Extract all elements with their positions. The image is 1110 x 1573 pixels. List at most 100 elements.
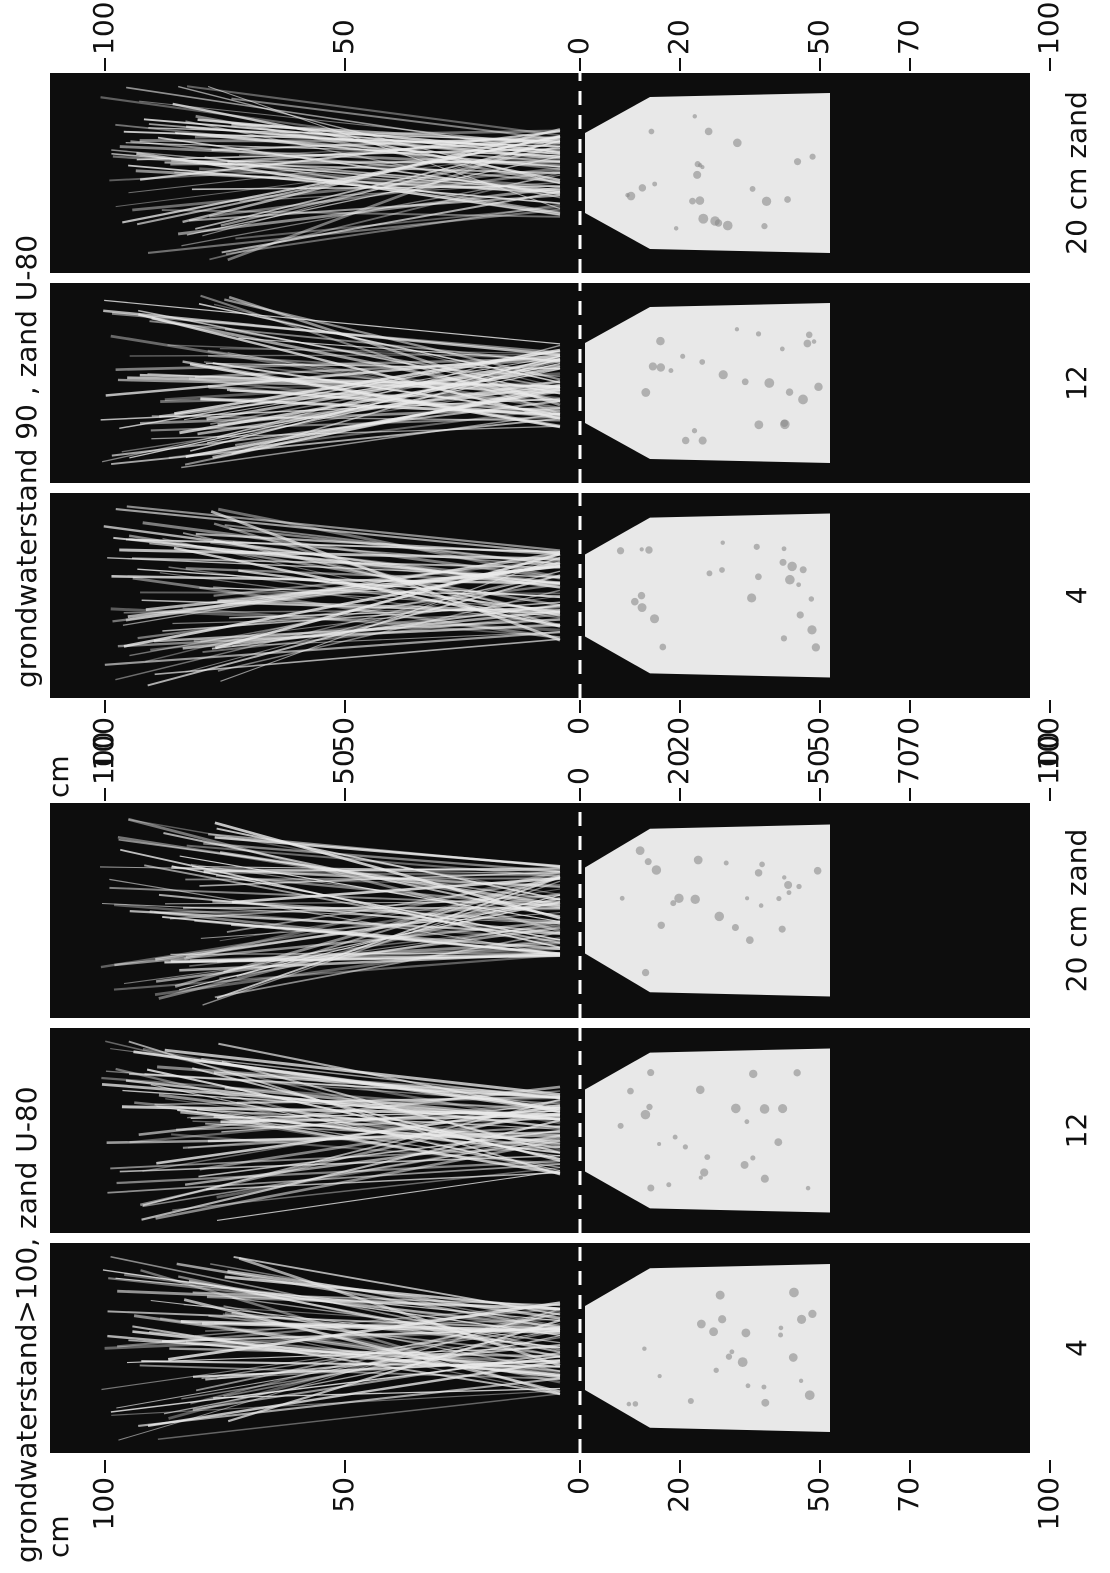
soil-speck (632, 1401, 639, 1407)
shoot (192, 1291, 561, 1307)
soil-speck (652, 181, 658, 187)
shoot (235, 206, 561, 240)
shoot (100, 96, 561, 162)
soil-speck (759, 1104, 770, 1114)
soil-speck (649, 614, 660, 624)
axis-label: 100 (87, 1477, 120, 1530)
shoot (158, 896, 561, 1000)
soil-speck (780, 419, 790, 430)
soil-speck (695, 1085, 705, 1095)
shoot (148, 127, 561, 142)
shoot (205, 362, 561, 370)
root-photo (50, 803, 1030, 1018)
axis-label: 50 (802, 717, 835, 753)
shoot (223, 1329, 561, 1398)
shoot (200, 595, 561, 642)
soil-speck (656, 336, 665, 346)
soil-speck (796, 611, 804, 619)
shoot (146, 1068, 561, 1160)
shoot (147, 1359, 561, 1427)
shoot (207, 368, 561, 444)
soil-speck (778, 1325, 784, 1331)
shoot (232, 1327, 561, 1394)
shoot (195, 1312, 561, 1392)
soil-speck (619, 895, 625, 901)
shoot (168, 1310, 561, 1420)
shoot (227, 1319, 561, 1423)
soil-speck (798, 394, 808, 405)
shoot (129, 909, 561, 935)
soil-speck (659, 643, 667, 651)
soil-speck (804, 1390, 815, 1401)
shoot (227, 137, 561, 164)
shoot (177, 186, 561, 236)
soil-speck (647, 1069, 655, 1077)
axis-label: 70 (892, 19, 925, 55)
shoot (233, 1256, 561, 1316)
axis-label: 0 (562, 767, 595, 785)
shoot (223, 1305, 561, 1372)
shoot (117, 378, 561, 392)
soil-speck (637, 603, 647, 613)
shoot (183, 1298, 561, 1394)
axis-label: 20 (662, 749, 695, 785)
shoot (155, 926, 561, 983)
shoot (238, 1256, 561, 1367)
soil-speck (641, 968, 650, 977)
shoot (139, 1364, 561, 1380)
axis-label: 0 (562, 717, 595, 735)
shoot (150, 1084, 561, 1172)
shoot (149, 542, 561, 585)
axis-label: 100 (1032, 1477, 1065, 1530)
shoot (205, 1318, 561, 1332)
shoot (128, 1073, 561, 1099)
soil-speck (758, 903, 764, 908)
shoot (222, 1313, 561, 1364)
soil-speck (673, 226, 679, 231)
soil-speck (733, 138, 742, 148)
soil-speck (784, 196, 791, 203)
shoot (169, 894, 561, 920)
soil-speck (784, 881, 793, 890)
soil-speck (722, 220, 733, 231)
shoot (124, 1273, 561, 1332)
shoot (202, 613, 561, 654)
soil-speck (645, 546, 653, 554)
soil-speck (760, 1174, 769, 1183)
soil-speck (693, 170, 702, 179)
group-title: grondwaterstand 90 , zand U-80 (10, 235, 43, 688)
root-photo (50, 283, 1030, 483)
shoot (206, 1295, 561, 1311)
shoot (117, 835, 561, 909)
shoot (104, 299, 561, 345)
shoot (191, 185, 561, 191)
axis-unit: cm (42, 755, 75, 798)
shoot (182, 607, 561, 638)
soil-speck (780, 635, 788, 642)
soil-speck (807, 625, 817, 635)
soil-speck (646, 1103, 653, 1111)
soil-speck (720, 540, 725, 545)
shoot (183, 1304, 561, 1330)
shoot (155, 1139, 561, 1220)
shoot (107, 1310, 561, 1330)
shoot (176, 1262, 561, 1330)
axis-label: 100 (87, 732, 120, 785)
shoot (149, 320, 561, 363)
soil-speck (715, 1290, 725, 1300)
soil-speck (729, 1349, 735, 1355)
soil-speck (674, 893, 684, 904)
soil-speck (811, 643, 821, 652)
soil-speck (690, 894, 700, 905)
root-photo (50, 1243, 1030, 1453)
soil-speck (734, 327, 740, 332)
root-ball (585, 303, 830, 463)
shoot (232, 1297, 561, 1344)
shoot (128, 534, 561, 607)
shoot (203, 842, 561, 873)
soil-speck (799, 566, 807, 574)
shoot (111, 400, 561, 457)
axis-unit: cm (42, 1515, 75, 1558)
soil-speck (723, 860, 729, 866)
